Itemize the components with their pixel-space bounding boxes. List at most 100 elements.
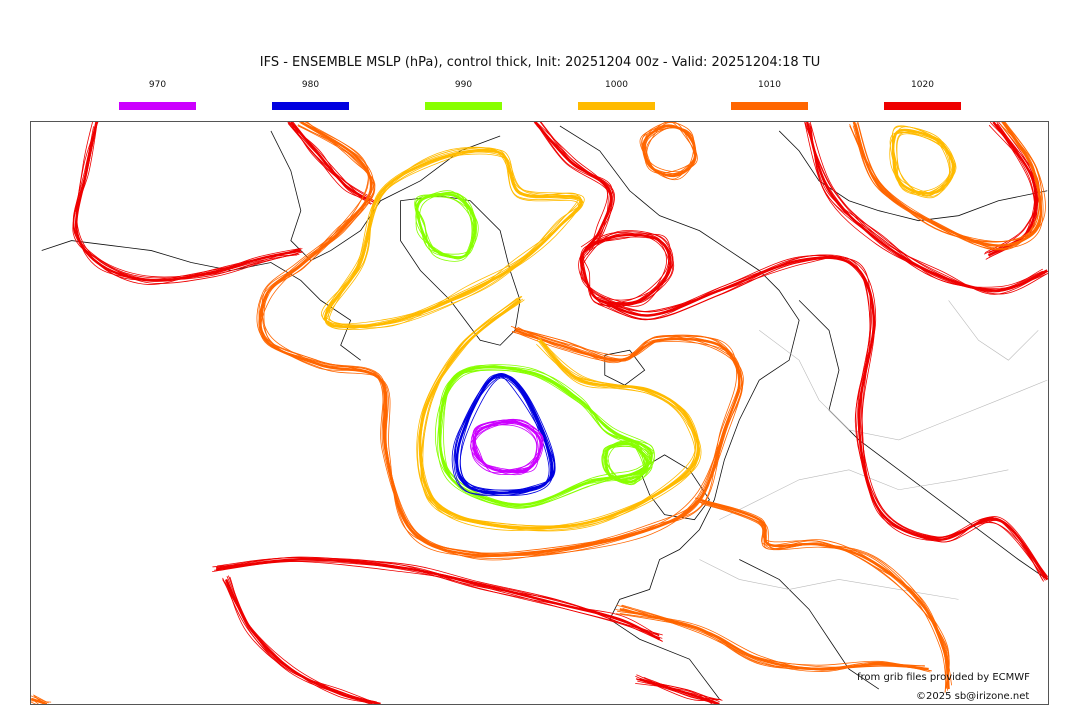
isobar-1020-member <box>810 126 1048 292</box>
isobar-1010-member <box>695 497 949 691</box>
isobar-1020-member <box>637 679 718 704</box>
isobar-1020-control <box>215 558 661 641</box>
isobar-990-member <box>416 192 477 258</box>
isobar-990-member <box>439 366 649 505</box>
isobar-1020-member <box>222 579 378 704</box>
isobar-1020-member <box>596 256 1048 578</box>
isobar-990-member <box>415 193 476 262</box>
isobar-1020-member <box>581 231 670 308</box>
isobar-1020-member <box>225 579 378 703</box>
isobar-990-member <box>602 440 644 482</box>
isobar-1020-member <box>73 124 304 284</box>
isobar-1020-member <box>601 254 1048 577</box>
isobar-1020-member <box>537 123 608 253</box>
legend-item-970: 970 <box>119 80 196 110</box>
isobar-1010-member <box>644 126 696 175</box>
isobar-1010-member <box>621 604 929 670</box>
map-panel <box>30 121 1049 705</box>
isobar-1000-member <box>420 298 699 529</box>
legend-item-980: 980 <box>272 80 349 110</box>
coastlines <box>41 125 1048 700</box>
isobar-1020-member <box>287 123 372 201</box>
isobar-990-member <box>602 441 646 486</box>
isobar-970-member <box>471 422 544 474</box>
isobar-980-member <box>459 375 554 496</box>
isobar-1020-member <box>72 122 301 281</box>
isobar-1000-member <box>321 149 582 329</box>
isobar-1010-member <box>260 125 741 556</box>
isobar-990-member <box>438 369 654 507</box>
isobar-1020-member <box>806 122 1045 291</box>
country-borders <box>699 300 1048 600</box>
isobar-990-member <box>437 369 651 509</box>
isobar-1020-member <box>215 559 660 636</box>
isobar-1020-member <box>540 122 615 253</box>
isobar-1020-member <box>578 236 672 304</box>
legend-label: 1000 <box>605 80 628 90</box>
isobar-1000-member <box>326 147 584 328</box>
isobar-1010-member <box>855 122 1042 242</box>
isobar-1010-member <box>852 124 1044 249</box>
isobar-1020-member <box>636 674 721 701</box>
isobar-1020-member <box>226 576 377 703</box>
isobar-1020-member <box>75 122 299 278</box>
isobar-1020-member <box>224 581 372 704</box>
legend-label: 1020 <box>911 80 934 90</box>
isobar-1010-member <box>644 122 696 176</box>
isobar-1020-member <box>579 233 671 307</box>
isobar-1020-member <box>596 255 1044 581</box>
isobar-1010-control <box>699 498 950 690</box>
isobar-1020-member <box>635 682 713 704</box>
isobar-970-member <box>470 419 543 471</box>
isobar-1000-member <box>892 126 950 199</box>
isobar-1020-member <box>73 122 298 285</box>
isobar-980-member <box>451 374 555 495</box>
legend-swatch <box>884 102 961 110</box>
isobar-1020-member <box>217 557 663 642</box>
isobar-1020-control <box>224 578 381 704</box>
isobar-1010-member <box>644 124 696 176</box>
isobar-1010-member <box>849 122 1042 247</box>
isobar-1020-member <box>290 126 376 202</box>
isobar-1010-member <box>33 695 44 704</box>
legend-swatch <box>425 102 502 110</box>
legend-label: 1010 <box>758 80 781 90</box>
isobar-1020-member <box>582 234 667 307</box>
isobar-980-member <box>455 373 556 496</box>
isobar-1000-member <box>324 151 581 328</box>
isobar-1010-member <box>260 122 743 559</box>
isobar-1000-control <box>891 128 955 195</box>
isobar-990-member <box>604 442 653 479</box>
isobar-1020-member <box>583 232 675 307</box>
isobar-1010-member <box>262 124 740 561</box>
isobar-1000-member <box>889 131 953 196</box>
isobar-970-member <box>472 419 539 473</box>
isobar-1010-member <box>616 604 925 668</box>
isobar-1000-member <box>328 151 579 330</box>
isobar-1020-member <box>219 556 660 637</box>
isobar-1020-member <box>599 254 1046 579</box>
isobar-1010-member <box>33 694 49 704</box>
isobar-1000-member <box>896 131 956 197</box>
isobar-1020-member <box>216 557 660 636</box>
isobar-1010-member <box>696 500 950 689</box>
isobar-1010-member <box>31 698 48 704</box>
isobar-1010-member <box>646 122 695 180</box>
legend-item-1020: 1020 <box>884 80 961 110</box>
isobar-1020-member <box>228 575 377 704</box>
isobar-1000-member <box>324 146 582 330</box>
isobar-1020-member <box>597 255 1044 582</box>
isobar-970-member <box>473 423 538 475</box>
isobar-1020-member <box>76 122 300 281</box>
legend-label: 990 <box>454 80 473 90</box>
isobar-1020-member <box>599 257 1046 581</box>
isobar-1000-member <box>891 126 951 194</box>
isobar-1020-member <box>984 122 1040 254</box>
isobar-1020-member <box>222 577 380 704</box>
isobar-980-member <box>453 377 550 497</box>
isobar-990-member <box>415 190 473 259</box>
isobar-1000-member <box>328 148 581 326</box>
isobar-980-control <box>455 373 554 494</box>
isobar-1020-member <box>643 676 722 701</box>
isobar-1020-member <box>216 556 663 639</box>
